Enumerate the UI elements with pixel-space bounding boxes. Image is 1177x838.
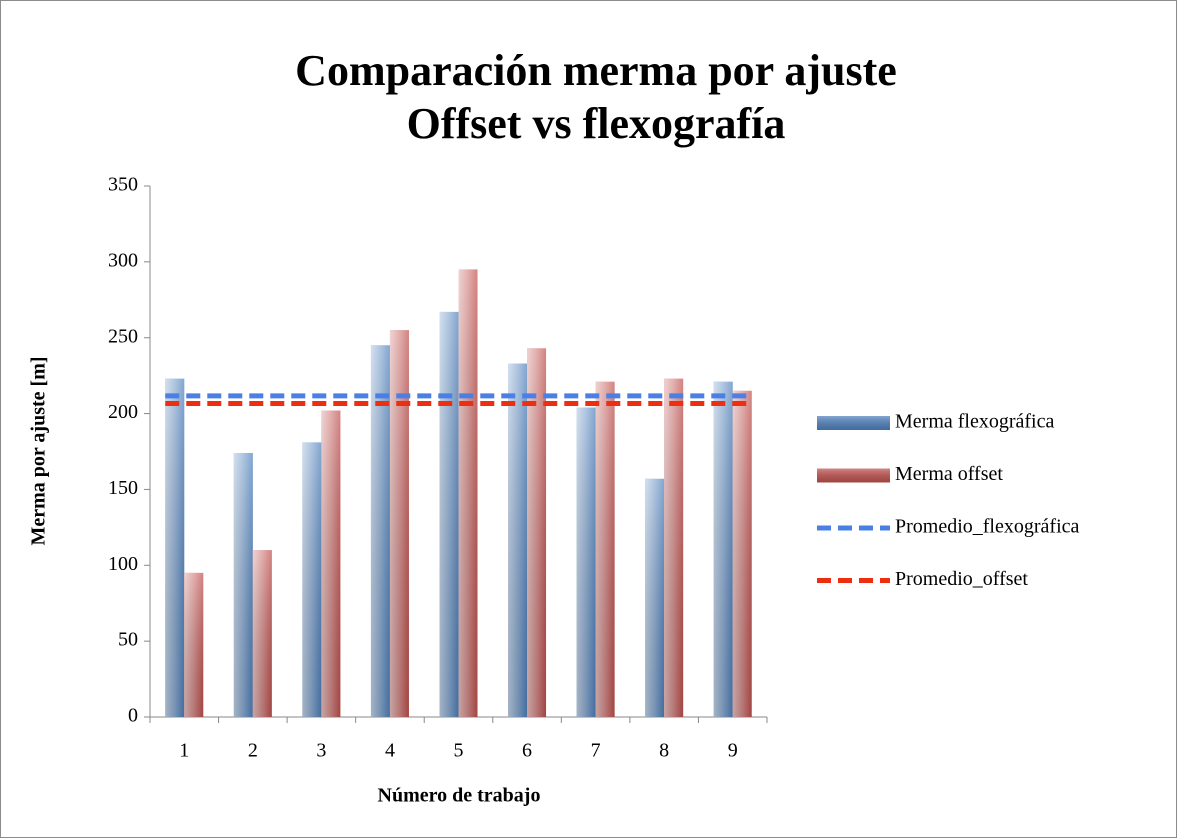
- y-tick-label: 350: [108, 174, 138, 196]
- bar-shade: [302, 442, 322, 717]
- legend-label: Promedio_flexográfica: [895, 516, 1079, 538]
- bar-shade: [664, 378, 684, 717]
- y-tick-label: 50: [118, 629, 138, 651]
- bar-shade: [732, 390, 752, 717]
- legend-swatch-shine: [817, 468, 890, 483]
- bar-shade: [321, 410, 341, 717]
- y-tick-label: 250: [108, 325, 138, 347]
- x-tick-label: 3: [316, 740, 326, 762]
- bar-shade: [184, 572, 204, 717]
- x-tick-label: 8: [659, 740, 669, 762]
- legend-label: Merma flexográfica: [895, 411, 1054, 433]
- chart-title: Offset vs flexografía: [407, 99, 786, 148]
- y-tick-label: 300: [108, 249, 138, 271]
- x-tick-label: 9: [728, 740, 738, 762]
- legend-label: Promedio_offset: [895, 568, 1028, 590]
- y-tick-label: 100: [108, 553, 138, 575]
- y-tick-label: 150: [108, 477, 138, 499]
- bar-shade: [233, 453, 253, 717]
- bar-shade: [576, 407, 596, 717]
- legend-swatch-shine: [817, 416, 890, 430]
- chart-title: Comparación merma por ajuste: [295, 46, 897, 95]
- bar-shade: [439, 311, 459, 717]
- bar-shade: [508, 363, 528, 717]
- x-tick-label: 2: [248, 740, 258, 762]
- x-axis-title: Número de trabajo: [378, 785, 541, 807]
- bar-shade: [458, 269, 478, 717]
- y-tick-label: 200: [108, 401, 138, 423]
- bar-shade: [527, 348, 547, 717]
- bar-shade: [165, 378, 185, 717]
- x-tick-label: 7: [591, 740, 601, 762]
- y-axis-title: Merma por ajuste [m]: [28, 356, 50, 545]
- bar-shade: [252, 550, 272, 717]
- x-tick-label: 5: [454, 740, 464, 762]
- x-tick-label: 1: [179, 740, 189, 762]
- x-tick-label: 4: [385, 740, 395, 762]
- bar-shade: [713, 381, 733, 717]
- x-tick-label: 6: [522, 740, 532, 762]
- y-tick-label: 0: [128, 705, 138, 727]
- bar-shade: [595, 381, 615, 717]
- bar-shade: [389, 330, 409, 717]
- bar-shade: [645, 478, 665, 717]
- legend-label: Merma offset: [895, 463, 1003, 485]
- bar-shade: [370, 345, 390, 717]
